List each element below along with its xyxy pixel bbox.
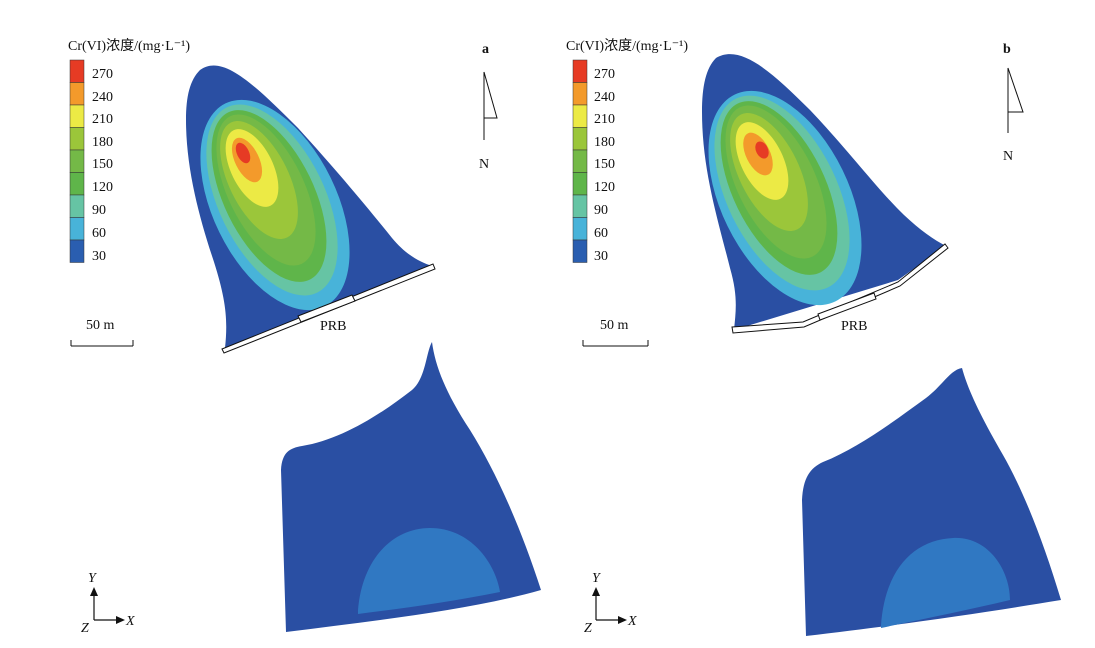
legend-value: 240 bbox=[92, 90, 113, 105]
legend-value: 150 bbox=[92, 157, 113, 172]
legend-swatch-150 bbox=[572, 149, 588, 173]
north-label: N bbox=[1003, 149, 1013, 164]
legend-swatch-30 bbox=[69, 239, 85, 263]
legend-title: Cr(VI)浓度/(mg·L⁻¹) bbox=[68, 38, 190, 54]
north-label: N bbox=[479, 157, 489, 172]
legend-value: 240 bbox=[594, 90, 615, 105]
prb-label: PRB bbox=[320, 319, 346, 334]
legend-value: 270 bbox=[594, 67, 615, 82]
legend-swatch-120 bbox=[572, 172, 588, 196]
legend-swatch-30 bbox=[572, 239, 588, 263]
legend-swatch-270 bbox=[572, 59, 588, 83]
legend-swatch-240 bbox=[572, 82, 588, 106]
legend-value: 90 bbox=[92, 203, 106, 218]
legend-values: 270 240 210 180 150 120 90 60 30 bbox=[92, 67, 113, 264]
axis-y-label: Y bbox=[88, 571, 98, 586]
scale-label: 50 m bbox=[86, 318, 115, 333]
legend-value: 90 bbox=[594, 203, 608, 218]
legend-swatch-240 bbox=[69, 82, 85, 106]
panel-a: Cr(VI)浓度/(mg·L⁻¹) 270 240 210 180 150 12… bbox=[0, 0, 547, 648]
legend-colorbar bbox=[572, 59, 588, 263]
legend-value: 60 bbox=[92, 226, 106, 241]
legend-value: 120 bbox=[92, 180, 113, 195]
legend-value: 150 bbox=[594, 157, 615, 172]
axis-z-label: Z bbox=[584, 621, 592, 636]
legend-value: 180 bbox=[92, 135, 113, 150]
legend-swatch-90 bbox=[69, 194, 85, 218]
legend-swatch-270 bbox=[69, 59, 85, 83]
legend-swatch-210 bbox=[69, 104, 85, 128]
model-domain-3d bbox=[802, 368, 1061, 636]
legend-swatch-120 bbox=[69, 172, 85, 196]
axis-z-label: Z bbox=[81, 621, 89, 636]
inner-dome bbox=[358, 528, 500, 614]
axes-triad-icon: Y X Z bbox=[81, 571, 135, 636]
legend-value: 180 bbox=[594, 135, 615, 150]
panel-a-figure: Cr(VI)浓度/(mg·L⁻¹) 270 240 210 180 150 12… bbox=[68, 38, 541, 636]
legend-swatch-60 bbox=[69, 217, 85, 241]
axis-x-label: X bbox=[125, 614, 135, 629]
legend-value: 60 bbox=[594, 226, 608, 241]
inner-dome bbox=[881, 537, 1010, 628]
legend-value: 30 bbox=[92, 249, 106, 264]
legend-swatch-90 bbox=[572, 194, 588, 218]
legend-values: 270 240 210 180 150 120 90 60 30 bbox=[594, 67, 615, 264]
legend-swatch-210 bbox=[572, 104, 588, 128]
legend-value: 210 bbox=[594, 112, 615, 127]
axis-y-label: Y bbox=[592, 571, 602, 586]
legend-title: Cr(VI)浓度/(mg·L⁻¹) bbox=[566, 38, 688, 54]
panel-b-figure: Cr(VI)浓度/(mg·L⁻¹) 270 240 210 180 150 12… bbox=[566, 38, 1061, 636]
scale-bar: 50 m bbox=[582, 318, 649, 347]
legend-value: 270 bbox=[92, 67, 113, 82]
panel-b: Cr(VI)浓度/(mg·L⁻¹) 270 240 210 180 150 12… bbox=[548, 0, 1095, 648]
axes-triad-icon: Y X Z bbox=[584, 571, 637, 636]
concentration-plume-map bbox=[702, 54, 946, 330]
axis-x-label: X bbox=[627, 614, 637, 629]
scale-label: 50 m bbox=[600, 318, 629, 333]
north-arrow-icon: N bbox=[479, 71, 498, 172]
legend-value: 120 bbox=[594, 180, 615, 195]
legend-colorbar bbox=[69, 59, 85, 263]
model-domain-3d bbox=[281, 342, 541, 632]
concentration-plume-map bbox=[186, 65, 432, 349]
prb-barrier: PRB bbox=[731, 243, 949, 334]
scale-bar: 50 m bbox=[70, 318, 134, 347]
legend-swatch-150 bbox=[69, 149, 85, 173]
panel-label: b bbox=[1003, 42, 1011, 57]
legend-swatch-180 bbox=[572, 127, 588, 151]
panel-label: a bbox=[482, 42, 489, 57]
prb-label: PRB bbox=[841, 319, 867, 334]
contour-270 bbox=[235, 142, 251, 164]
north-arrow-icon: N bbox=[1003, 67, 1024, 164]
contour-270 bbox=[755, 141, 769, 159]
legend-swatch-60 bbox=[572, 217, 588, 241]
prb-barrier: PRB bbox=[221, 263, 436, 354]
legend-value: 210 bbox=[92, 112, 113, 127]
legend-value: 30 bbox=[594, 249, 608, 264]
legend-swatch-180 bbox=[69, 127, 85, 151]
